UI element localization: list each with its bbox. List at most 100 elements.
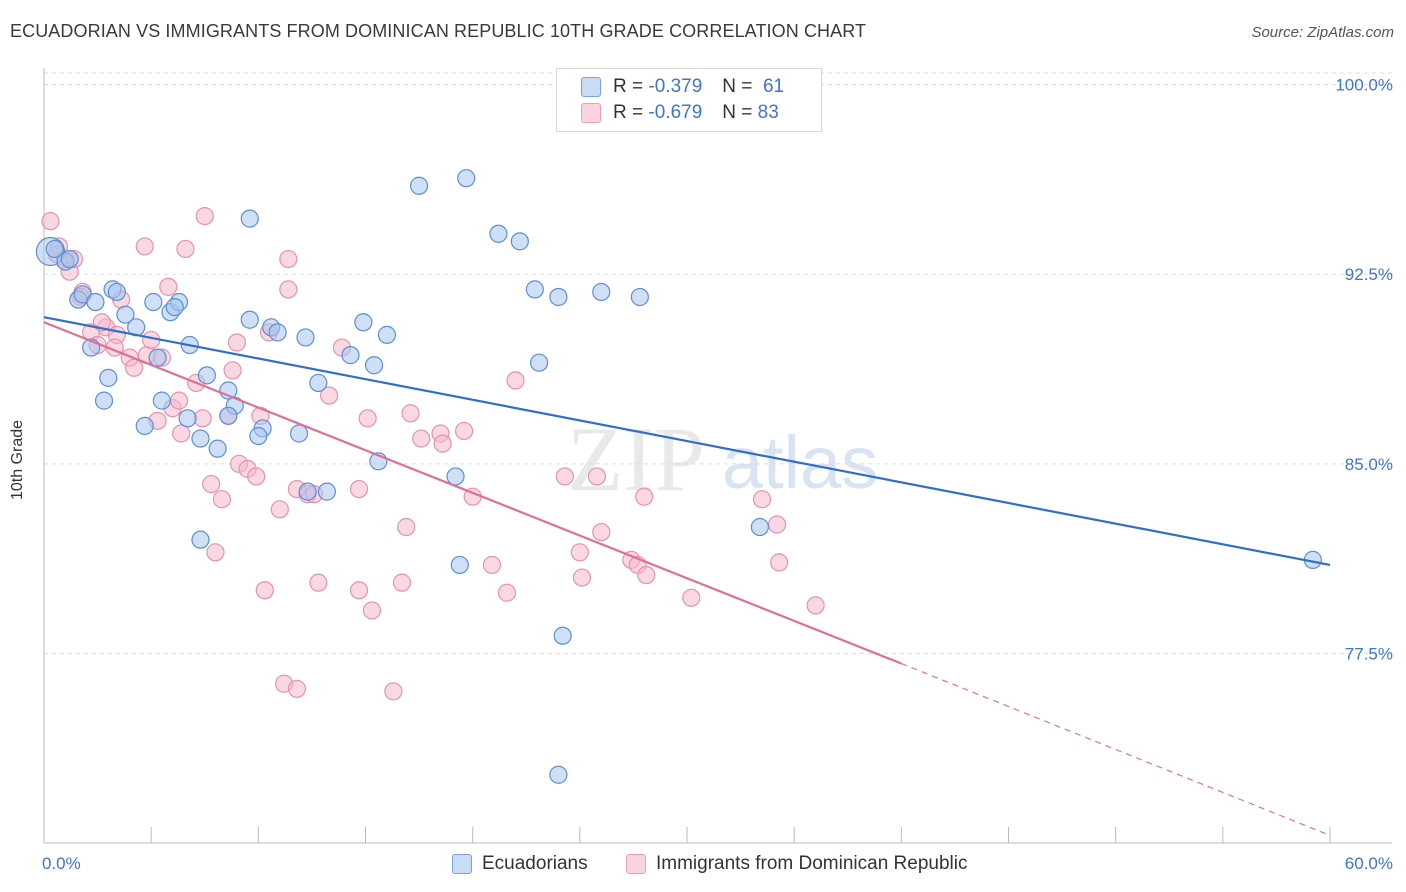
legend-swatch-pink [581, 103, 601, 123]
dominican-point [397, 517, 416, 537]
dominican-point [255, 581, 274, 600]
ecuadorian-point [268, 323, 287, 342]
ecuadorian-point [450, 555, 469, 575]
y-tick-label: 92.5% [1345, 265, 1393, 284]
dominican-point [497, 583, 517, 602]
ecuadorian-point [489, 224, 508, 243]
bottom-legend-ecuadorians: Ecuadorians [452, 852, 588, 876]
legend-swatch-blue [452, 854, 472, 874]
ecuadorian-point [165, 297, 184, 317]
y-tick-label: 77.5% [1345, 644, 1393, 663]
ecuadorian-point [457, 169, 476, 188]
ecuadorian-point [148, 348, 167, 367]
dominican-point [454, 421, 474, 441]
chart-title: ECUADORIAN VS IMMIGRANTS FROM DOMINICAN … [10, 21, 867, 41]
dominican-point [270, 500, 289, 519]
dominican-point [358, 409, 377, 428]
ecuadorian-point [249, 426, 268, 446]
ecuadorian-point [630, 287, 649, 307]
legend-n-value: 61 [762, 76, 785, 97]
ecuadorian-point [354, 313, 373, 332]
legend-swatch-blue [581, 77, 601, 97]
ecuadorian-point [549, 765, 568, 784]
dominican-point [169, 391, 189, 410]
dominican-point [767, 515, 787, 534]
dominican-point [247, 467, 266, 486]
ecuadorian-point [525, 280, 544, 299]
dominican-point [172, 424, 191, 443]
dominican-point [587, 467, 607, 486]
dominican-trend-line [43, 321, 902, 665]
dominican-point [41, 212, 60, 231]
legend-label-dominican: Immigrants from Dominican Republic [656, 853, 968, 874]
legend-label-ecuadorians: Ecuadorians [482, 853, 588, 874]
ecuadorian-point [309, 373, 328, 393]
dominican-point [223, 361, 242, 380]
dominican-point [392, 573, 412, 592]
dominican-point [362, 601, 382, 620]
dominican-point [135, 237, 154, 256]
ecuadorian-point [178, 409, 197, 428]
ecuadorian-point [144, 292, 163, 312]
ecuadorian-point [510, 232, 529, 251]
x-tick-label: 60.0% [1345, 854, 1393, 873]
dominican-point [319, 386, 339, 405]
dominican-point [806, 596, 825, 615]
ecuadorian-point [296, 328, 315, 347]
ecuadorian-point [60, 249, 79, 269]
legend-r-value: -0.679 [648, 102, 703, 123]
ecuadorian-point [750, 517, 769, 537]
ecuadorian-trend-line [43, 316, 1331, 567]
legend-r-label: R = [613, 102, 644, 123]
dominican-point [682, 588, 701, 607]
legend-n-label: N = [722, 102, 753, 123]
dominican-point [752, 490, 772, 509]
ecuadorian-point [530, 353, 549, 372]
legend-row-dominican: R = -0.679 N = 83 [581, 101, 779, 125]
dominican-point [159, 277, 178, 296]
ecuadorian-point [592, 282, 611, 302]
dominican-point [412, 429, 431, 448]
ecuadorian-point [45, 239, 64, 259]
legend-swatch-pink [626, 854, 646, 874]
dominican-point [401, 404, 420, 423]
dominican-point [287, 679, 307, 698]
ecuadorian-point [549, 287, 568, 307]
legend-n-label: N = [722, 76, 753, 97]
x-tick-label: 0.0% [42, 854, 81, 873]
dominican-point [637, 565, 656, 585]
dominican-point [592, 522, 611, 542]
dominican-point [309, 573, 328, 592]
ecuadorian-point [377, 325, 397, 344]
dominican-point [206, 543, 225, 562]
ecuadorian-point [116, 305, 135, 324]
dominican-point [555, 467, 574, 486]
ecuadorian-point [107, 282, 126, 302]
correlation-legend: R = -0.379 N = 61 R = -0.679 N = 83 [556, 68, 822, 132]
dominican-point [506, 371, 525, 390]
bottom-legend-dominican: Immigrants from Dominican Republic [626, 852, 968, 876]
dominican-point [572, 568, 592, 587]
dominican-point [212, 490, 231, 509]
dominican-point [279, 249, 298, 269]
dominican-point [124, 358, 144, 377]
ecuadorian-point [289, 424, 309, 443]
ecuadorian-point [341, 346, 360, 365]
dominican-point [570, 543, 589, 562]
dominican-point [227, 333, 246, 352]
ecuadorian-point [94, 391, 114, 410]
ecuadorian-point [219, 406, 238, 425]
ecuadorian-point [364, 356, 384, 375]
ecuadorian-point [317, 482, 337, 501]
legend-row-ecuadorians: R = -0.379 N = 61 [581, 75, 784, 99]
legend-n-value: 83 [757, 102, 779, 123]
ecuadorian-point [152, 391, 171, 410]
ecuadorian-point [208, 439, 227, 458]
legend-r-value: -0.379 [648, 76, 703, 97]
ecuadorian-point [197, 366, 216, 385]
ecuadorian-point [99, 368, 118, 387]
dominican-point [635, 487, 654, 506]
dominican-point [279, 280, 298, 299]
legend-r-label: R = [613, 76, 644, 97]
